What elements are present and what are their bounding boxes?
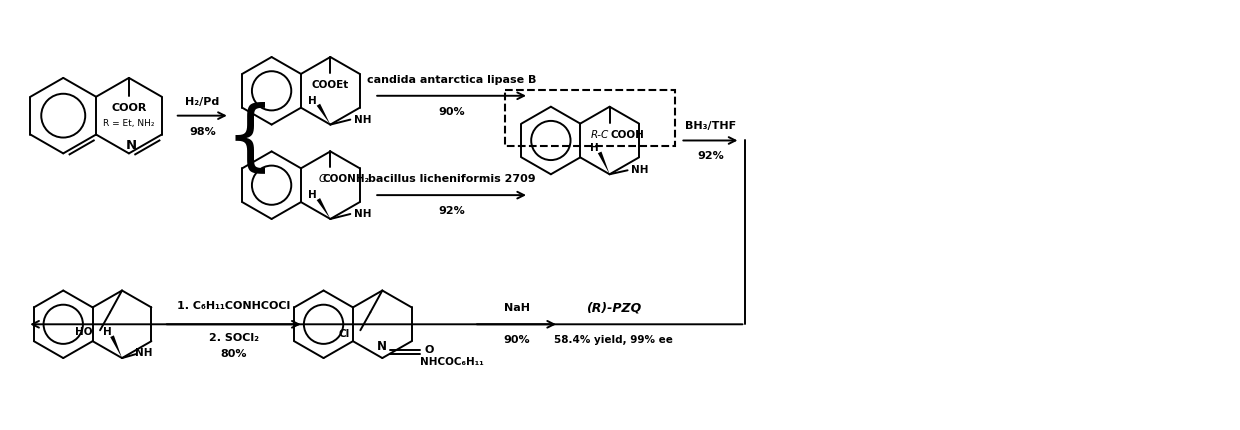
Text: H: H — [308, 190, 316, 200]
Text: R-C: R-C — [590, 129, 609, 139]
Polygon shape — [316, 104, 330, 125]
Polygon shape — [316, 198, 330, 219]
Text: R = Et, NH₂: R = Et, NH₂ — [103, 119, 155, 128]
Text: 90%: 90% — [503, 335, 529, 345]
Polygon shape — [598, 152, 610, 174]
Text: H₂/Pd: H₂/Pd — [185, 97, 219, 107]
Text: 92%: 92% — [438, 206, 465, 216]
Text: candida antarctica lipase B: candida antarctica lipase B — [367, 75, 536, 85]
Text: 80%: 80% — [221, 349, 247, 359]
Text: (R)-PZQ: (R)-PZQ — [587, 302, 641, 315]
Polygon shape — [110, 335, 122, 358]
Text: COOR: COOR — [112, 103, 146, 113]
Text: HO: HO — [76, 327, 93, 337]
Text: N: N — [377, 340, 387, 353]
Text: O: O — [424, 345, 434, 355]
Text: BH₃/THF: BH₃/THF — [684, 120, 737, 131]
Text: COOEt: COOEt — [311, 80, 348, 90]
Text: NH: NH — [135, 348, 153, 358]
Text: C: C — [319, 174, 326, 184]
Text: 2. SOCl₂: 2. SOCl₂ — [208, 333, 259, 343]
Text: {: { — [226, 101, 274, 175]
Text: 92%: 92% — [697, 151, 724, 161]
Text: NHCOC₆H₁₁: NHCOC₆H₁₁ — [420, 357, 484, 367]
Text: H: H — [103, 327, 112, 337]
Text: NH: NH — [353, 115, 371, 125]
Text: Cl: Cl — [339, 329, 350, 339]
Text: COONH₂: COONH₂ — [322, 174, 370, 184]
Text: 1. C₆H₁₁CONHCOCl: 1. C₆H₁₁CONHCOCl — [177, 301, 290, 311]
Text: bacillus licheniformis 2709: bacillus licheniformis 2709 — [368, 174, 536, 184]
Text: H: H — [308, 96, 316, 106]
Text: NH: NH — [353, 209, 371, 219]
Text: NaH: NaH — [503, 304, 529, 313]
Text: N: N — [125, 139, 136, 152]
Text: NH: NH — [631, 165, 649, 175]
Text: 90%: 90% — [438, 107, 465, 117]
Text: 98%: 98% — [188, 126, 216, 137]
Text: H: H — [590, 144, 599, 154]
Text: 58.4% yield, 99% ee: 58.4% yield, 99% ee — [554, 335, 673, 345]
Text: COOH: COOH — [610, 129, 645, 139]
